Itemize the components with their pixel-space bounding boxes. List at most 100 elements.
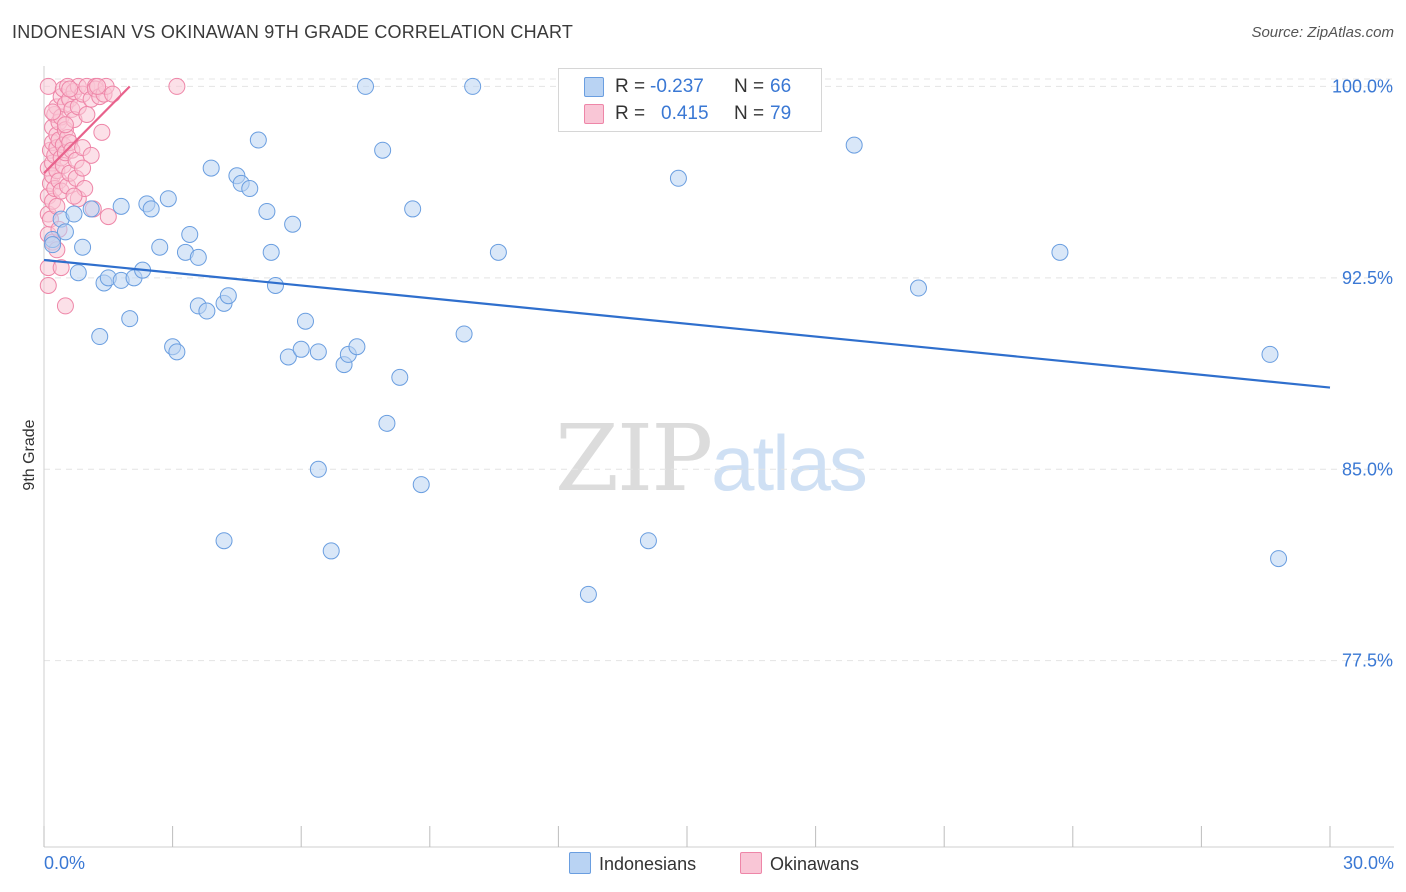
indonesian-point — [241, 180, 259, 198]
indonesian-point — [56, 223, 74, 241]
indonesian-point — [198, 302, 216, 320]
okinawan-point — [65, 187, 83, 205]
indonesian-point — [168, 343, 186, 361]
r-value: -0.237 — [650, 76, 704, 97]
indonesian-point — [65, 205, 83, 223]
indonesian-point — [159, 190, 177, 208]
okinawan-point — [99, 208, 117, 226]
indonesian-point — [579, 585, 597, 603]
indonesian-point — [202, 159, 220, 177]
indonesians-points — [44, 77, 1288, 603]
indonesian-point — [1051, 243, 1069, 261]
legend-indonesians[interactable]: Indonesians — [569, 852, 696, 876]
trend-lines — [43, 85, 1331, 389]
indonesian-point — [309, 460, 327, 478]
indonesian-point — [348, 338, 366, 356]
okinawan-point — [82, 146, 100, 164]
indonesian-point — [639, 532, 657, 550]
indonesian-point — [1270, 550, 1288, 568]
okinawan-point — [56, 116, 74, 134]
indonesian-point — [909, 279, 927, 297]
indonesian-point — [404, 200, 422, 218]
indonesian-point — [292, 340, 310, 358]
indonesian-point — [266, 276, 284, 294]
okinawan-point — [78, 105, 96, 123]
n-label: N = — [734, 103, 765, 124]
indonesian-point — [378, 414, 396, 432]
indonesian-point — [391, 368, 409, 386]
chart-title: INDONESIAN VS OKINAWAN 9TH GRADE CORRELA… — [12, 22, 574, 42]
legend-indonesians-label: Indonesians — [599, 854, 697, 874]
okinawan-point — [93, 123, 111, 141]
indonesian-point — [181, 225, 199, 243]
tick-labels: 100.0% 92.5% 85.0% 77.5% 0.0% 30.0% — [44, 76, 1394, 873]
okinawan-point — [44, 103, 62, 121]
okinawan-point — [56, 297, 74, 315]
legend-indonesians-swatch — [569, 852, 591, 874]
okinawan-point — [74, 159, 92, 177]
indonesian-point — [455, 325, 473, 343]
indonesian-point — [91, 328, 109, 346]
watermark: ZIPatlas — [555, 405, 868, 512]
indonesians-trend-line — [43, 258, 1331, 389]
indonesian-point — [258, 202, 276, 220]
okinawan-point — [168, 77, 186, 95]
okinawans-points — [39, 77, 186, 315]
y-tick-label: 100.0% — [1332, 76, 1393, 96]
indonesian-point — [112, 197, 130, 215]
n-value: 66 — [770, 76, 792, 97]
indonesian-point — [845, 136, 863, 154]
watermark-zip: ZIP — [555, 405, 713, 512]
okinawans-trend-line — [43, 85, 131, 174]
okinawan-point — [104, 85, 122, 103]
indonesian-point — [412, 476, 430, 494]
indonesian-point — [322, 542, 340, 560]
indonesian-point — [142, 200, 160, 218]
indonesian-point — [489, 243, 507, 261]
indonesian-point — [669, 169, 687, 187]
indonesian-point — [74, 238, 92, 256]
indonesian-point — [189, 248, 207, 266]
okinawan-point — [39, 77, 57, 95]
x-tick-label: 30.0% — [1343, 853, 1394, 873]
indonesian-point — [309, 343, 327, 361]
indonesian-point — [249, 131, 267, 149]
r-label: R = — [615, 76, 646, 97]
n-value: 79 — [770, 103, 792, 124]
y-tick-label: 77.5% — [1342, 651, 1393, 671]
x-tick-label: 0.0% — [44, 853, 85, 873]
y-tick-label: 85.0% — [1342, 459, 1393, 479]
indonesian-point — [151, 238, 169, 256]
indonesian-point — [279, 348, 297, 366]
chart-source: Source: ZipAtlas.com — [1251, 24, 1394, 41]
okinawans-swatch — [584, 104, 604, 124]
okinawan-point — [61, 80, 79, 98]
stats-legend-box: R = -0.237 N = 66 R = 0.415 N = 79 — [558, 68, 822, 132]
indonesian-point — [464, 77, 482, 95]
legend-okinawans-label: Okinawans — [770, 854, 860, 874]
watermark-atlas: atlas — [711, 419, 868, 507]
indonesian-point — [121, 310, 139, 328]
indonesian-point — [296, 312, 314, 330]
indonesian-point — [215, 532, 233, 550]
indonesian-point — [262, 243, 280, 261]
r-label: R = — [615, 103, 646, 124]
indonesians-swatch — [584, 77, 604, 97]
okinawan-point — [52, 259, 70, 277]
okinawan-point — [39, 276, 57, 294]
y-tick-label: 92.5% — [1342, 268, 1393, 288]
indonesian-point — [44, 236, 62, 254]
indonesian-point — [374, 141, 392, 159]
legend-okinawans[interactable]: Okinawans — [740, 852, 859, 876]
indonesian-point — [1261, 345, 1279, 363]
okinawan-point — [89, 77, 107, 95]
indonesian-point — [69, 264, 87, 282]
r-value: 0.415 — [661, 103, 709, 124]
n-label: N = — [734, 76, 765, 97]
legend-okinawans-swatch — [740, 852, 762, 874]
indonesian-point — [357, 77, 374, 95]
indonesian-point — [219, 287, 237, 305]
grid-layer — [44, 78, 1394, 662]
indonesian-point — [82, 200, 100, 218]
